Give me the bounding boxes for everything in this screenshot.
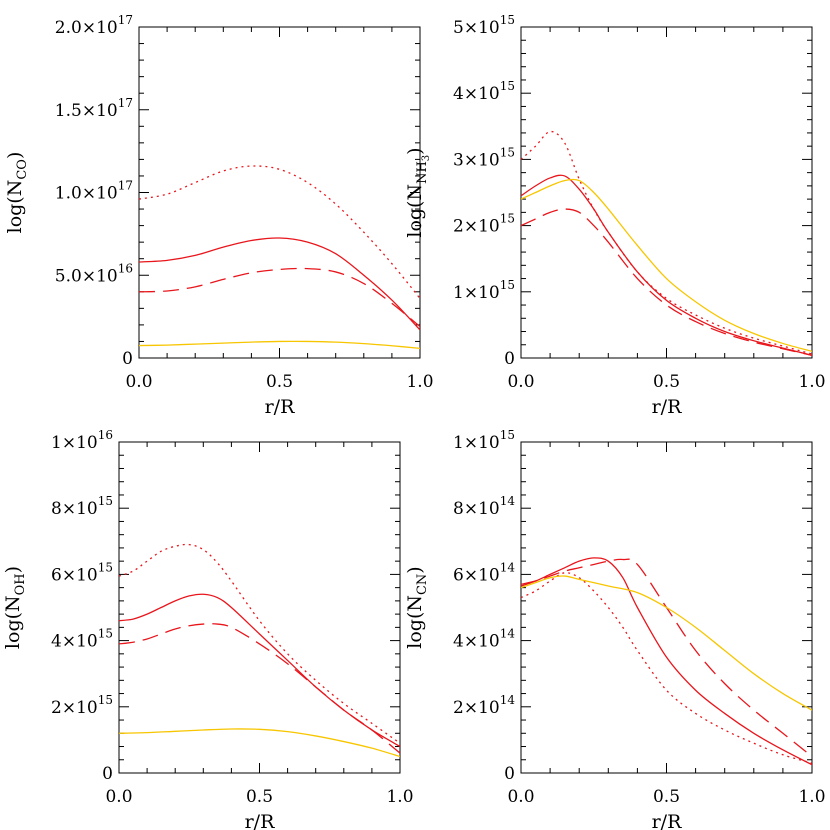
- x-tick-label: 0.5: [266, 372, 293, 392]
- y-tick-label: 0: [504, 764, 515, 784]
- x-axis-label: r/R: [652, 396, 682, 418]
- x-axis-label: r/R: [652, 811, 682, 830]
- x-tick-label: 1.0: [798, 372, 825, 392]
- x-tick-label: 0.5: [246, 787, 273, 807]
- y-tick-label: 6×1014: [453, 560, 515, 585]
- x-tick-label: 0.5: [653, 372, 680, 392]
- y-axis-label: log(NOH): [2, 566, 28, 649]
- y-tick-label: 4×1014: [453, 627, 515, 652]
- plot-frame-co: [138, 26, 421, 359]
- y-tick-label: 2.0×1017: [55, 13, 133, 38]
- y-tick-label: 1×1015: [453, 278, 515, 303]
- y-axis-label: log(NCN): [404, 566, 430, 648]
- y-tick-label: 2×1015: [51, 693, 113, 718]
- y-tick-label: 8×1015: [51, 494, 113, 519]
- x-tick-label: 1.0: [798, 787, 825, 807]
- y-axis-label: log(NCO): [4, 152, 30, 234]
- y-tick-label: 4×1015: [453, 79, 515, 104]
- series-red-dotted-co: [139, 165, 420, 299]
- y-tick-label: 6×1015: [51, 560, 113, 585]
- panel-oh: 0.0 0.5 1.0 r/R 0 2×1015 4×1015 6×1015 8×1015 1×1…: [2, 428, 414, 830]
- y-tick-label: 4×1015: [51, 627, 113, 652]
- series-yellow-solid-co: [139, 340, 420, 350]
- y-tick-label: 1×1016: [51, 428, 113, 453]
- series-red-dashed-nh3: [521, 208, 812, 356]
- panel-cn: 0.0 0.5 1.0 r/R 0 2×1014 4×1014 6×1014 8×1014 1×1…: [404, 428, 826, 830]
- y-tick-label: 1.0×1017: [55, 179, 133, 204]
- series-yellow-solid-cn: [521, 575, 812, 711]
- x-tick-label: 0.5: [653, 787, 680, 807]
- series-red-dotted-nh3: [521, 130, 812, 355]
- y-tick-label: 2×1015: [453, 212, 515, 237]
- series-yellow-solid-nh3: [521, 178, 812, 353]
- x-tick-label: 0.0: [125, 372, 152, 392]
- y-tick-label: 0: [504, 349, 515, 369]
- x-axis-label: r/R: [265, 396, 295, 418]
- y-tick-label: 8×1014: [453, 494, 515, 519]
- y-tick-label: 1×1015: [453, 428, 515, 453]
- y-tick-label: 1.5×1017: [55, 96, 133, 121]
- series-red-dotted-oh: [119, 543, 400, 744]
- y-tick-label: 0: [122, 349, 133, 369]
- y-tick-label: 3×1015: [453, 145, 515, 170]
- series-red-dashed-co: [139, 267, 420, 328]
- series-red-solid-cn: [521, 557, 812, 766]
- series-red-solid-oh: [119, 593, 400, 748]
- y-tick-label: 5.0×1016: [55, 261, 133, 286]
- y-tick-label: 5×1015: [453, 13, 515, 38]
- series-yellow-solid-oh: [119, 728, 400, 758]
- x-tick-label: 0.0: [105, 787, 132, 807]
- series-red-dotted-cn: [521, 572, 812, 764]
- y-axis-label: log(NNH3): [404, 147, 432, 237]
- series-red-solid-nh3: [521, 174, 812, 356]
- x-tick-label: 1.0: [386, 787, 413, 807]
- series-red-dashed-oh: [119, 623, 400, 754]
- panel-co: 0.0 0.5 1.0 r/R 0 5.0×1016 1.0×1017 1.5×1017 2.0…: [4, 13, 434, 418]
- series-red-dashed-cn: [521, 558, 812, 757]
- panel-nh3: 0.0 0.5 1.0 r/R 0 1×1015 2×1015 3×1015 4×1015 5×1…: [404, 13, 826, 418]
- x-tick-label: 0.0: [507, 787, 534, 807]
- y-tick-label: 0: [102, 764, 113, 784]
- series-red-solid-co: [139, 237, 420, 331]
- x-tick-label: 1.0: [406, 372, 433, 392]
- x-axis-label: r/R: [245, 811, 275, 830]
- plot-frame-nh3: [520, 26, 813, 359]
- x-tick-label: 0.0: [507, 372, 534, 392]
- y-tick-label: 2×1014: [453, 693, 515, 718]
